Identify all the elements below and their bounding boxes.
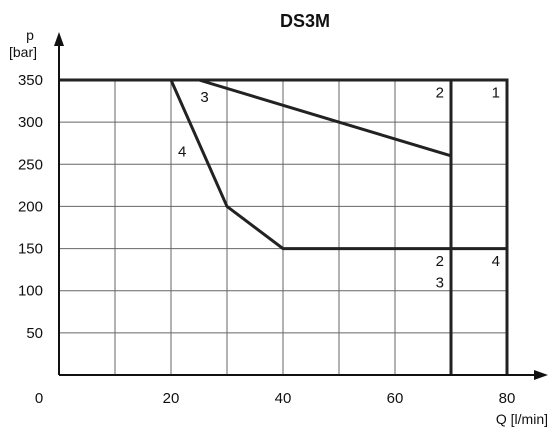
y-tick-label: 150 xyxy=(18,241,43,258)
y-tick-label: 100 xyxy=(18,283,43,300)
y-tick-label: 200 xyxy=(18,198,43,215)
x-tick-label: 80 xyxy=(499,390,516,407)
y-axis-label-line2: [bar] xyxy=(9,44,37,60)
y-tick-label: 250 xyxy=(18,156,43,173)
y-tick-label: 50 xyxy=(26,325,43,342)
series-line-4 xyxy=(169,79,507,251)
y-axis-arrow xyxy=(54,32,64,46)
x-tick-label: 40 xyxy=(275,390,292,407)
region-label: 2 xyxy=(436,253,444,270)
region-label: 1 xyxy=(492,85,500,102)
region-label: 4 xyxy=(178,144,186,161)
series-line-3 xyxy=(198,78,452,158)
y-axis-label-line1: p xyxy=(26,27,34,43)
x-tick-label: 60 xyxy=(387,390,404,407)
chart-title: DS3M xyxy=(280,11,330,31)
y-tick-label: 350 xyxy=(18,72,43,89)
y-tick-label: 300 xyxy=(18,114,43,131)
x-axis-arrow xyxy=(534,370,548,380)
region-label: 3 xyxy=(200,89,208,106)
x-axis-label: Q [l/min] xyxy=(496,411,548,427)
region-label: 3 xyxy=(436,274,444,291)
region-label: 4 xyxy=(492,253,500,270)
x-tick-label: 0 xyxy=(35,390,43,407)
x-tick-label: 20 xyxy=(163,390,180,407)
region-label: 2 xyxy=(436,85,444,102)
series-line-2 xyxy=(451,78,509,375)
